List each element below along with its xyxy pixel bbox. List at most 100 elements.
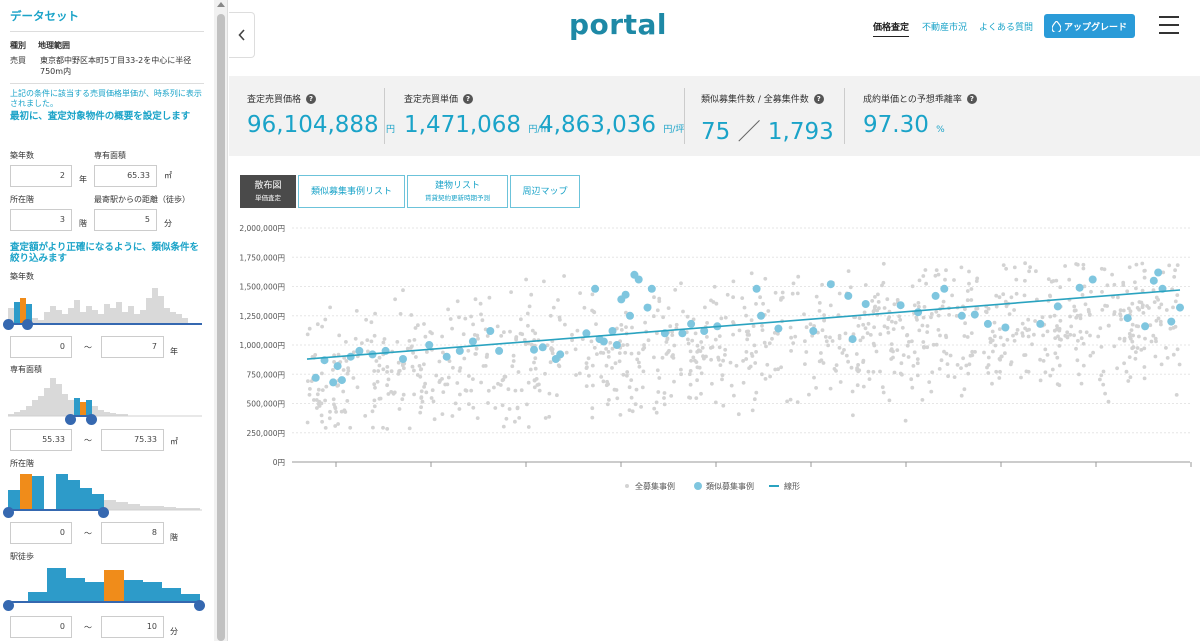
similar-point[interactable] [626, 311, 634, 320]
similar-point[interactable] [612, 341, 621, 349]
walk-input[interactable]: 5 [94, 209, 157, 231]
tab-scatter[interactable]: 散布図 単価査定 [240, 175, 296, 208]
filter-age-max-input[interactable]: 7 [101, 336, 164, 358]
similar-point[interactable] [1001, 323, 1010, 332]
all-point [875, 308, 880, 313]
filter-walk-handle-low[interactable] [3, 600, 14, 611]
similar-point[interactable] [1036, 319, 1045, 328]
similar-point[interactable] [848, 335, 857, 344]
similar-point[interactable] [896, 301, 905, 310]
age-input[interactable]: 2 [10, 165, 72, 187]
filter-floor-max-input[interactable]: 8 [101, 522, 164, 544]
similar-point[interactable] [530, 345, 538, 354]
similar-point[interactable] [826, 280, 835, 289]
all-point [1152, 300, 1157, 304]
similar-point[interactable] [538, 343, 547, 352]
similar-point[interactable] [844, 291, 853, 300]
sidebar-collapse-button[interactable] [229, 12, 255, 58]
filter-walk-min-input[interactable]: 0 [10, 616, 72, 638]
help-icon[interactable]: ? [966, 93, 977, 104]
similar-point[interactable] [809, 327, 818, 335]
similar-point[interactable] [700, 327, 709, 335]
similar-point[interactable] [621, 290, 630, 299]
floor-input[interactable]: 3 [10, 209, 72, 231]
similar-point[interactable] [983, 319, 992, 328]
filter-age-handle-high[interactable] [22, 319, 33, 330]
similar-point[interactable] [757, 311, 765, 320]
scrollbar-thumb[interactable] [217, 14, 225, 641]
scroll-up-icon[interactable] [217, 2, 225, 7]
similar-point[interactable] [1053, 302, 1062, 311]
similar-point[interactable] [399, 355, 407, 363]
sidebar-scrollbar[interactable] [214, 0, 228, 641]
similar-point[interactable] [1149, 276, 1158, 285]
similar-point[interactable] [608, 327, 617, 335]
similar-point[interactable] [599, 337, 608, 346]
similar-point[interactable] [1088, 275, 1097, 284]
nav-price-assessment[interactable]: 価格査定 [873, 20, 910, 37]
similar-point[interactable] [957, 311, 966, 320]
similar-point[interactable] [442, 352, 451, 361]
help-icon[interactable]: ? [306, 93, 317, 104]
help-icon[interactable]: ? [813, 93, 824, 104]
similar-point[interactable] [1167, 317, 1176, 326]
similar-point[interactable] [582, 329, 591, 338]
tab-similar-list[interactable]: 類似募集事例リスト [298, 175, 405, 208]
all-point [599, 375, 604, 379]
filter-floor-min-input[interactable]: 0 [10, 522, 72, 544]
similar-point[interactable] [643, 303, 652, 312]
similar-point[interactable] [333, 362, 342, 371]
similar-point[interactable] [752, 284, 761, 293]
nav-market[interactable]: 不動産市況 [922, 23, 968, 33]
similar-point[interactable] [774, 324, 783, 333]
all-point [872, 308, 877, 312]
similar-point[interactable] [647, 284, 656, 293]
all-point [820, 282, 824, 287]
filter-walk-handle-high[interactable] [194, 600, 205, 611]
similar-point[interactable] [634, 275, 643, 284]
all-point [493, 406, 498, 410]
similar-point[interactable] [861, 300, 870, 308]
similar-point[interactable] [1141, 322, 1150, 331]
similar-point[interactable] [337, 376, 346, 385]
logo[interactable]: portal [569, 8, 667, 41]
similar-point[interactable] [940, 284, 949, 293]
tab-building-list[interactable]: 建物リスト 賃貸契約更新時期予測 [407, 175, 508, 208]
filter-area-min-input[interactable]: 55.33 [10, 429, 72, 451]
filter-area-handle-high[interactable] [86, 414, 97, 425]
upgrade-button[interactable]: アップグレード [1044, 14, 1135, 38]
similar-point[interactable] [486, 327, 495, 335]
filter-age-min-input[interactable]: 0 [10, 336, 72, 358]
similar-point[interactable] [455, 346, 464, 355]
similar-point[interactable] [468, 337, 477, 346]
area-input[interactable]: 65.33 [94, 165, 157, 187]
filter-floor-handle-low[interactable] [3, 507, 14, 518]
similar-point[interactable] [1176, 303, 1184, 312]
help-icon[interactable]: ? [463, 93, 474, 104]
similar-point[interactable] [425, 341, 434, 349]
similar-point[interactable] [1123, 314, 1132, 323]
filter-age-handle-low[interactable] [3, 319, 14, 330]
similar-point[interactable] [495, 346, 504, 355]
filter-area-max-input[interactable]: 75.33 [101, 429, 164, 451]
filter-walk-max-input[interactable]: 10 [101, 616, 164, 638]
similar-point[interactable] [678, 329, 687, 338]
similar-point[interactable] [329, 378, 338, 387]
nav-faq[interactable]: よくある質問 [979, 23, 1034, 33]
filter-area-handle-low[interactable] [65, 414, 76, 425]
tab-map[interactable]: 周辺マップ [510, 175, 580, 208]
similar-point[interactable] [1075, 283, 1084, 292]
similar-point[interactable] [311, 373, 320, 382]
hamburger-icon[interactable] [1159, 16, 1179, 36]
similar-point[interactable] [591, 284, 600, 293]
similar-point[interactable] [1154, 268, 1163, 277]
filter-floor-handle-high[interactable] [98, 507, 109, 518]
similar-point[interactable] [687, 319, 696, 328]
similar-point[interactable] [970, 310, 979, 319]
all-point [578, 291, 582, 295]
similar-point[interactable] [914, 308, 923, 317]
similar-point[interactable] [346, 352, 355, 361]
similar-point[interactable] [355, 346, 364, 355]
similar-point[interactable] [931, 291, 940, 300]
similar-point[interactable] [556, 350, 565, 359]
